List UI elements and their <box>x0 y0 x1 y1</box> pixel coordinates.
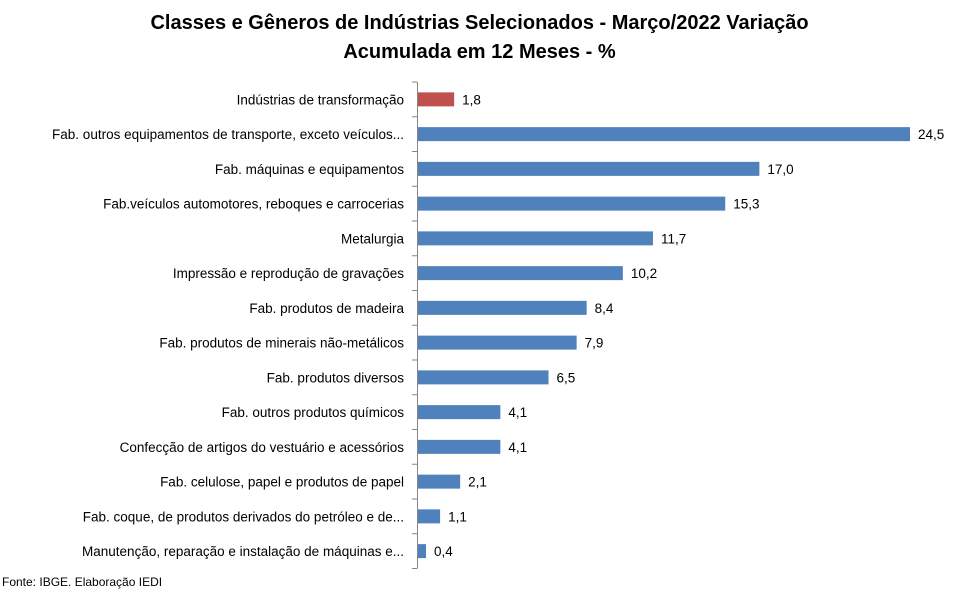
category-label-0: Indústrias de transformação <box>237 92 404 107</box>
bar-5 <box>418 266 623 281</box>
value-label-10: 4,1 <box>508 440 527 455</box>
value-label-1: 24,5 <box>918 127 944 142</box>
bar-3 <box>418 196 726 211</box>
value-label-11: 2,1 <box>468 475 487 490</box>
category-label-11: Fab. celulose, papel e produtos de papel <box>160 475 404 490</box>
value-label-9: 4,1 <box>508 405 527 420</box>
chart-title-line-2: Acumulada em 12 Meses - % <box>343 41 616 63</box>
category-label-4: Metalurgia <box>341 231 405 246</box>
bar-9 <box>418 405 501 420</box>
value-label-12: 1,1 <box>448 509 467 524</box>
value-label-8: 6,5 <box>557 370 576 385</box>
value-label-3: 15,3 <box>733 197 759 212</box>
bar-1 <box>418 127 910 142</box>
bar-10 <box>418 439 501 454</box>
labels-layer: Indústrias de transformação 1,8 Fab. outro… <box>52 92 944 559</box>
value-label-0: 1,8 <box>462 92 481 107</box>
category-label-13: Manutenção, reparação e instalação de má… <box>82 544 404 559</box>
bar-2 <box>418 161 760 176</box>
value-label-6: 8,4 <box>595 301 614 316</box>
value-label-4: 11,7 <box>661 231 686 246</box>
bar-12 <box>418 509 441 524</box>
bar-6 <box>418 300 587 315</box>
bar-11 <box>418 474 461 489</box>
category-label-6: Fab. produtos de madeira <box>249 301 404 316</box>
value-label-2: 17,0 <box>767 162 793 177</box>
category-label-10: Confecção de artigos do vestuário e aces… <box>120 440 405 455</box>
category-label-12: Fab. coque, de produtos derivados do pet… <box>83 509 404 524</box>
category-label-9: Fab. outros produtos químicos <box>222 405 405 420</box>
category-label-7: Fab. produtos de minerais não-metálicos <box>159 336 404 351</box>
category-label-1: Fab. outros equipamentos de transporte, … <box>52 127 404 142</box>
bar-13 <box>418 544 427 559</box>
value-label-7: 7,9 <box>585 336 604 351</box>
category-label-5: Impressão e reprodução de gravações <box>173 266 404 281</box>
category-label-3: Fab.veículos automotores, reboques e car… <box>103 197 404 212</box>
bar-7 <box>418 335 577 350</box>
chart-title: Classes e Gêneros de Indústrias Selecion… <box>0 9 959 67</box>
value-label-13: 0,4 <box>434 544 453 559</box>
bar-8 <box>418 370 549 385</box>
category-label-2: Fab. máquinas e equipamentos <box>215 162 404 177</box>
value-label-5: 10,2 <box>631 266 657 281</box>
category-label-8: Fab. produtos diversos <box>267 370 405 385</box>
bar-4 <box>418 231 653 246</box>
source-note: Fonte: IBGE. Elaboração IEDI <box>2 575 163 589</box>
bar-0 <box>418 92 455 107</box>
chart-title-line-1: Classes e Gêneros de Indústrias Selecion… <box>150 12 809 34</box>
bars-layer <box>412 81 910 569</box>
